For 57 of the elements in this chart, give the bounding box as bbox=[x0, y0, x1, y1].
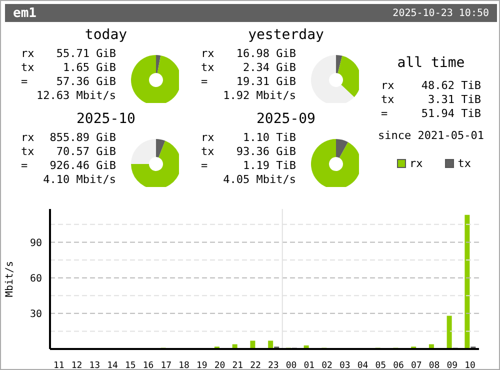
chart-title: 2025-09 bbox=[255, 111, 316, 127]
text: rx 48.62 TiB bbox=[381, 79, 481, 92]
x-tick-label: 07 bbox=[411, 361, 422, 370]
x-tick-label: 17 bbox=[160, 361, 172, 370]
text: em1 bbox=[13, 6, 36, 20]
text: 4.10 Mbit/s bbox=[42, 173, 116, 187]
text: tx 93.36 GiB bbox=[201, 145, 296, 158]
x-tick-label: 06 bbox=[393, 361, 404, 370]
text: = 51.94 TiB bbox=[381, 107, 481, 120]
x-tick-label: 21 bbox=[232, 361, 244, 370]
text: = 926.46 GiB bbox=[21, 159, 116, 172]
x-tick-label: 15 bbox=[125, 361, 136, 370]
y-axis-title: Mbit/s bbox=[4, 260, 16, 298]
x-tick-label: 04 bbox=[357, 361, 368, 370]
text: 12.63 Mbit/s bbox=[36, 89, 116, 103]
text: 4.05 Mbit/s bbox=[222, 173, 296, 187]
x-tick-label: 00 bbox=[286, 361, 297, 370]
text: since 2021-05-01 bbox=[377, 129, 485, 142]
text: all time bbox=[396, 55, 466, 71]
text: = 57.36 GiB bbox=[21, 75, 116, 88]
legend-label: tx bbox=[456, 157, 471, 170]
x-tick-label: 20 bbox=[214, 361, 226, 370]
text: rx 55.71 GiB bbox=[21, 47, 116, 60]
text: 2025-10-23 10:50 bbox=[392, 8, 489, 18]
x-tick-label: 02 bbox=[322, 361, 332, 370]
chart-title: 2025-10 bbox=[75, 111, 136, 127]
text: rx 16.98 GiB bbox=[201, 47, 296, 60]
text: tx 70.57 GiB bbox=[21, 145, 116, 158]
text: 1.92 Mbit/s bbox=[222, 89, 296, 103]
chart-title: today bbox=[84, 27, 128, 43]
x-tick-label: 01 bbox=[304, 361, 315, 370]
text: rx 855.89 GiB bbox=[21, 131, 116, 144]
text: = 1.19 TiB bbox=[201, 159, 296, 172]
y-tick-label: 90 bbox=[30, 238, 42, 249]
legend-label: rx bbox=[408, 157, 423, 170]
x-tick-label: 19 bbox=[196, 361, 208, 370]
x-tick-label: 08 bbox=[428, 361, 440, 370]
chart-title: yesterday bbox=[247, 27, 325, 43]
x-tick-label: 13 bbox=[89, 361, 100, 370]
x-tick-label: 22 bbox=[250, 361, 261, 370]
x-tick-label: 03 bbox=[340, 361, 350, 370]
x-tick-label: 18 bbox=[178, 361, 190, 370]
x-tick-label: 09 bbox=[446, 361, 458, 370]
x-tick-label: 12 bbox=[71, 361, 82, 370]
text: = 19.31 GiB bbox=[201, 75, 296, 88]
x-tick-label: 16 bbox=[142, 361, 154, 370]
x-tick-label: 05 bbox=[375, 361, 386, 370]
x-tick-label: 14 bbox=[107, 361, 118, 370]
y-tick-label: 30 bbox=[30, 308, 42, 320]
text: tx 1.65 GiB bbox=[21, 61, 116, 74]
x-tick-label: 10 bbox=[464, 361, 476, 370]
x-tick-label: 23 bbox=[268, 361, 279, 370]
text: tx 3.31 TiB bbox=[381, 93, 481, 106]
text: tx 2.34 GiB bbox=[201, 61, 296, 74]
x-tick-label: 11 bbox=[54, 361, 64, 370]
text: rx 1.10 TiB bbox=[201, 131, 296, 144]
y-tick-label: 60 bbox=[30, 273, 42, 284]
